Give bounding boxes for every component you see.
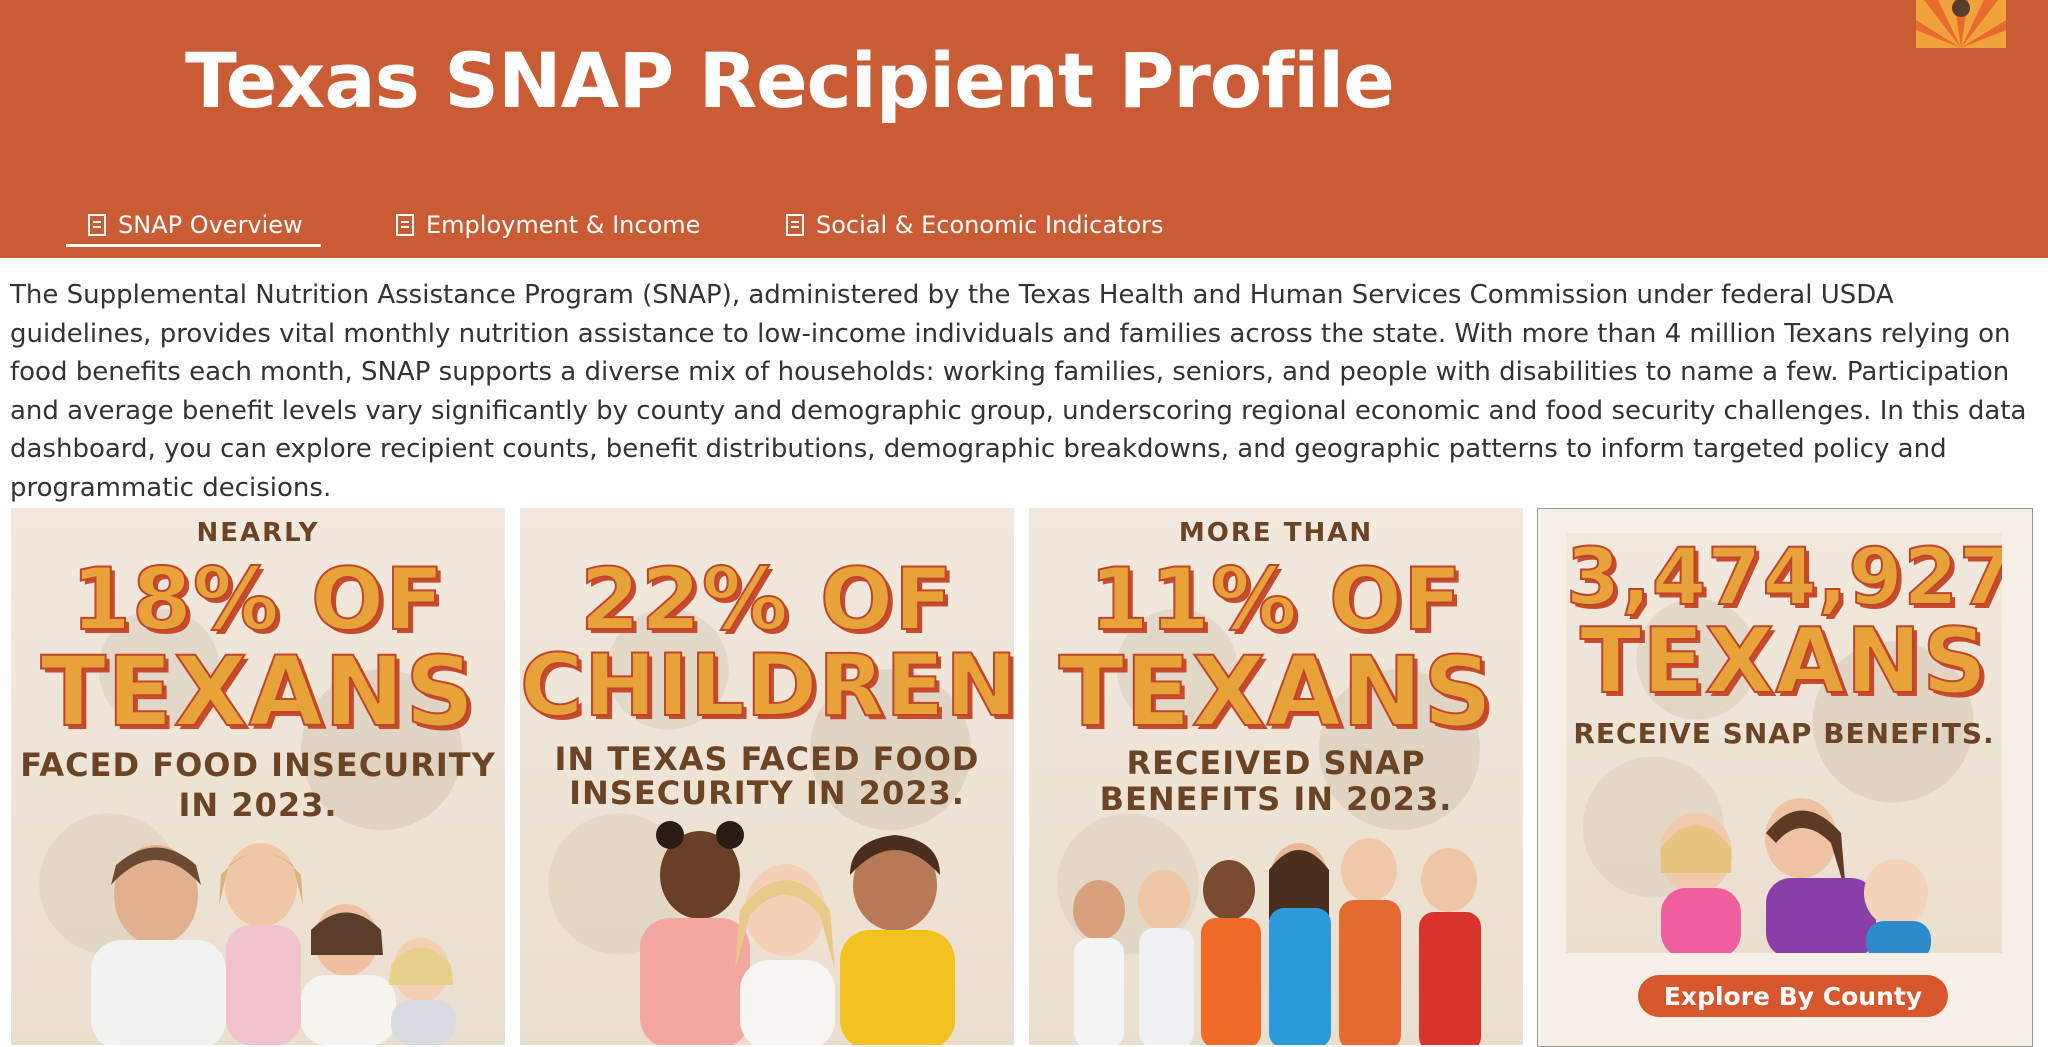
card-headline: 11% OF — [1088, 549, 1463, 651]
card-kicker: NEARLY — [196, 518, 320, 548]
tab-snap-overview[interactable]: SNAP Overview — [88, 204, 303, 246]
texas-sun-logo-icon — [1916, 0, 2006, 48]
mother-child-photo — [1660, 798, 1931, 953]
card-subtext: IN 2023. — [178, 786, 338, 824]
family-photo — [91, 843, 456, 1045]
card-headline: 3,474,927 — [1566, 533, 2002, 624]
document-icon — [786, 214, 804, 236]
document-icon — [396, 214, 414, 236]
tab-social-economic-indicators[interactable]: Social & Economic Indicators — [786, 204, 1164, 246]
page-title: Texas SNAP Recipient Profile — [185, 36, 1395, 125]
tab-employment-income[interactable]: Employment & Income — [396, 204, 700, 246]
card-headline: 18% OF — [70, 549, 445, 651]
card-subtext: RECEIVED SNAP — [1126, 744, 1426, 782]
header-banner: Texas SNAP Recipient Profile SNAP Overvi… — [0, 0, 2048, 258]
card-headline: 22% OF — [579, 549, 954, 651]
card-image-panel: 3,474,927 TEXANS RECEIVE SNAP BENEFITS. — [1566, 533, 2002, 953]
card-subtext: INSECURITY IN 2023. — [569, 774, 965, 812]
tab-label: SNAP Overview — [118, 211, 303, 239]
stat-card-food-insecurity-children: 22% OF CHILDREN IN TEXAS FACED FOOD INSE… — [520, 508, 1014, 1045]
kids-group-photo — [1073, 838, 1481, 1045]
card-subtext: FACED FOOD INSECURITY — [20, 746, 496, 784]
card-subtext: BENEFITS IN 2023. — [1099, 780, 1453, 818]
card-kicker: MORE THAN — [1178, 518, 1374, 548]
children-photo — [640, 821, 955, 1045]
explore-by-county-button[interactable]: Explore By County — [1638, 975, 1948, 1017]
card-headline: CHILDREN — [520, 635, 1014, 737]
card-headline: TEXANS — [40, 635, 476, 749]
stat-card-snap-recipients-count: 3,474,927 TEXANS RECEIVE SNAP BENEFITS. … — [1537, 508, 2033, 1047]
tab-label: Employment & Income — [426, 211, 701, 239]
tab-label: Social & Economic Indicators — [816, 211, 1164, 239]
stat-card-snap-recipients-percent: MORE THAN 11% OF TEXANS RECEIVED SNAP BE… — [1029, 508, 1523, 1045]
card-headline: TEXANS — [1058, 635, 1494, 749]
document-icon — [88, 214, 106, 236]
active-tab-indicator — [66, 244, 321, 247]
stat-card-food-insecurity-texans: NEARLY 18% OF TEXANS FACED FOOD INSECURI… — [11, 508, 505, 1045]
intro-paragraph: The Supplemental Nutrition Assistance Pr… — [10, 280, 2027, 503]
card-headline: TEXANS — [1579, 608, 1989, 715]
card-subtext: IN TEXAS FACED FOOD — [554, 740, 980, 778]
card-subtext: RECEIVE SNAP BENEFITS. — [1573, 717, 1995, 750]
